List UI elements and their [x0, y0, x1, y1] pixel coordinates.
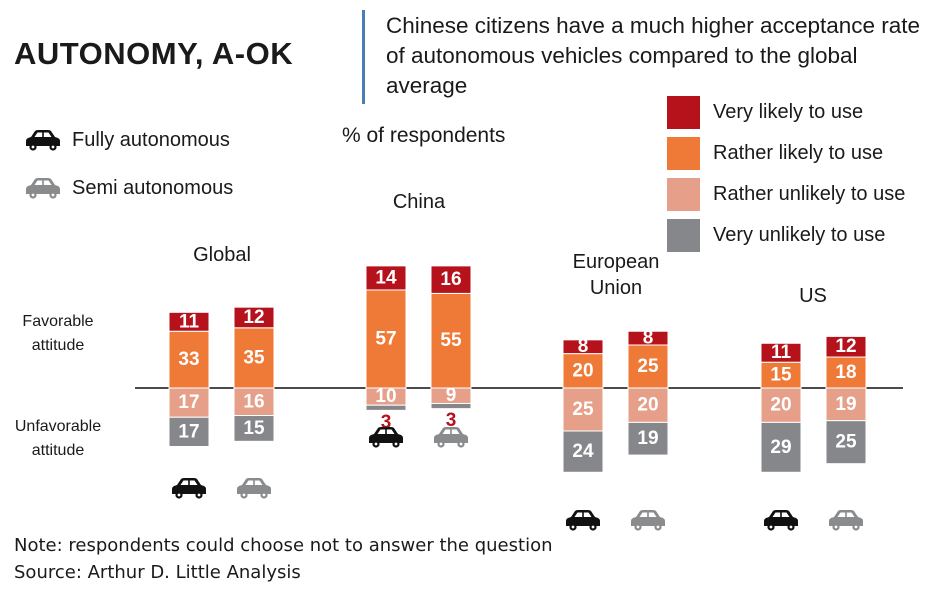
bar-value-label: 11	[771, 342, 792, 363]
bar-value-label: 14	[375, 267, 397, 288]
legend-semi-autonomous: Semi autonomous	[24, 176, 233, 200]
bar-segment-rather-likely	[365, 289, 407, 389]
legend-swatch	[667, 178, 700, 211]
group-label-global: Global	[193, 244, 251, 266]
bar-value-label: 20	[770, 395, 791, 416]
bar-segment-very-likely	[233, 306, 275, 329]
bar-value-label: 18	[835, 362, 856, 383]
group-label-china: China	[393, 191, 446, 213]
bar-value-label: 12	[243, 307, 264, 328]
legend-swatch	[667, 137, 700, 170]
response-legend: Very likely to use Rather likely to use …	[667, 96, 905, 260]
bar-segment-very-unlikely	[562, 430, 604, 473]
bar-segment-very-unlikely	[233, 415, 275, 442]
bar-value-label: 55	[440, 330, 462, 351]
legend-label: Rather unlikely to use	[713, 183, 906, 205]
bar-value-label: 25	[637, 356, 659, 377]
bar-value-label: 8	[643, 328, 654, 349]
units-label: % of respondents	[342, 124, 506, 147]
bar-value-label: 3	[446, 410, 457, 431]
legend-semi-autonomous-label: Semi autonomous	[72, 176, 234, 199]
footer: Note: respondents could choose not to an…	[14, 532, 553, 586]
legend-fully-autonomous: Fully autonomous	[24, 128, 233, 152]
bar-value-label: 10	[375, 386, 396, 407]
bar-segment-very-unlikely	[430, 402, 472, 410]
car-black-icon	[369, 427, 403, 448]
bar-segment-very-unlikely	[760, 421, 802, 473]
bar-value-label: 3	[381, 412, 392, 433]
bar-value-label: 8	[578, 336, 589, 357]
bar-value-label: 16	[440, 269, 461, 290]
bar-value-label: 15	[243, 418, 265, 439]
legend-fully-autonomous-label: Fully autonomous	[72, 128, 230, 151]
bar-segment-very-likely	[430, 265, 472, 294]
source-note: Source: Arthur D. Little Analysis	[14, 562, 301, 583]
bar-value-label: 9	[446, 385, 457, 406]
unfavorable-attitude-label: Unfavorable attitude	[14, 418, 102, 459]
car-gray-icon	[26, 178, 60, 199]
car-black-icon	[764, 510, 798, 531]
legend-rather-likely: Rather likely to use	[667, 137, 905, 170]
bar-segment-very-likely	[168, 311, 210, 332]
chart-title: AUTONOMY, A-OK	[14, 36, 294, 71]
bar-segment-very-likely	[562, 339, 604, 355]
legend-very-likely: Very likely to use	[667, 96, 905, 129]
footnote: Note: respondents could choose not to an…	[14, 535, 553, 556]
bar-value-label: 33	[178, 349, 199, 370]
bar-segment-very-likely	[627, 330, 669, 346]
car-gray-icon	[829, 510, 863, 531]
legend-label: Rather likely to use	[713, 142, 884, 164]
legend-swatch	[667, 219, 700, 252]
bar-segment-very-likely	[825, 335, 867, 358]
bar-segment-rather-unlikely	[233, 387, 275, 417]
car-gray-icon	[631, 510, 665, 531]
car-gray-icon	[434, 427, 468, 448]
bar-segment-rather-unlikely	[562, 387, 604, 432]
car-black-icon	[172, 478, 206, 499]
legend-rather-unlikely: Rather unlikely to use	[667, 178, 905, 211]
bar-segment-rather-unlikely	[168, 387, 210, 418]
bar-value-label: 25	[572, 399, 594, 420]
bar-value-label: 29	[770, 437, 791, 458]
bar-segment-very-unlikely	[365, 404, 407, 411]
group-label-european-union: Union	[590, 277, 642, 299]
bar-segment-very-likely	[760, 342, 802, 363]
bar-value-label: 19	[637, 428, 658, 449]
bar-segment-very-unlikely	[627, 421, 669, 456]
car-black-icon	[26, 130, 60, 151]
bar-segment-rather-likely	[168, 330, 210, 389]
bar-value-label: 15	[770, 365, 792, 386]
bar-segment-rather-likely	[562, 353, 604, 389]
bar-value-label: 19	[835, 394, 856, 415]
bar-value-label: 20	[572, 360, 593, 381]
bar-segment-very-unlikely	[168, 416, 210, 447]
bar-value-label: 25	[835, 432, 857, 453]
bar-segment-very-likely	[365, 265, 407, 291]
legend-label: Very unlikely to use	[713, 224, 886, 246]
bar-value-label: 24	[572, 441, 594, 462]
car-black-icon	[566, 510, 600, 531]
title-divider	[362, 10, 365, 104]
bar-type-legend: Fully autonomous Semi autonomous	[24, 128, 233, 224]
bar-value-label: 57	[375, 328, 396, 349]
legend-very-unlikely: Very unlikely to use	[667, 219, 905, 252]
group-label-european-union: European	[573, 251, 660, 273]
bar-value-label: 12	[835, 336, 856, 357]
group-label-us: US	[799, 285, 827, 307]
chart-subtitle: Chinese citizens have a much higher acce…	[386, 13, 921, 98]
bar-value-label: 11	[179, 311, 200, 332]
favorable-attitude-label: Favorable attitude	[22, 313, 94, 354]
bar-value-label: 20	[637, 395, 658, 416]
bar-segment-very-unlikely	[825, 420, 867, 465]
car-gray-icon	[237, 478, 271, 499]
legend-label: Very likely to use	[713, 101, 864, 123]
bar-value-label: 35	[243, 347, 265, 368]
bar-value-label: 17	[178, 392, 199, 413]
legend-swatch	[667, 96, 700, 129]
bar-segment-rather-unlikely	[627, 387, 669, 423]
bar-value-label: 17	[178, 421, 199, 442]
bar-value-label: 16	[243, 391, 264, 412]
